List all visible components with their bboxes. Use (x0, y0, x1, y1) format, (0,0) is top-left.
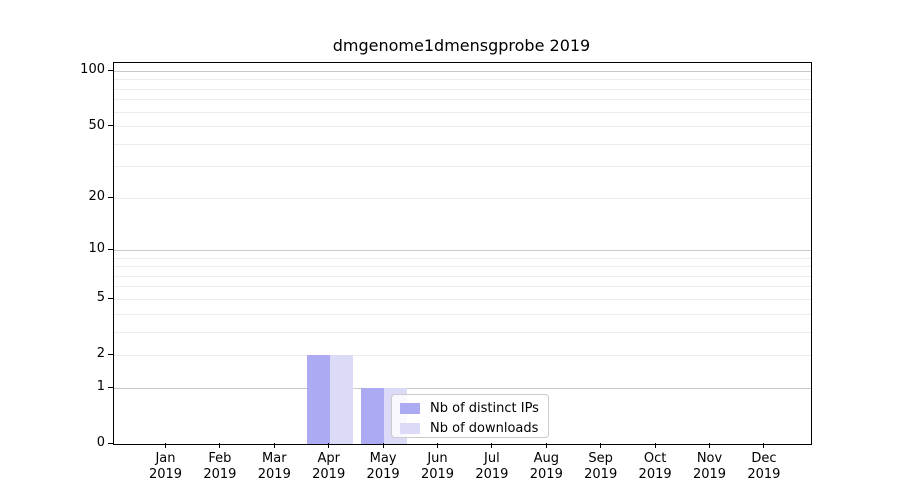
y-tick (108, 297, 113, 299)
x-tick-month: Feb (208, 451, 232, 466)
x-tick-label-nov: Nov 2019 (678, 451, 742, 483)
y-tick (108, 353, 113, 355)
gridline-major (114, 249, 811, 251)
y-tick (108, 196, 113, 198)
gridline-minor (114, 166, 811, 168)
y-tick (108, 69, 113, 71)
gridline-minor (114, 111, 811, 113)
gridline-minor (114, 331, 811, 333)
plot-area: Nb of distinct IPs Nb of downloads (113, 62, 812, 445)
legend-label: Nb of downloads (430, 421, 539, 436)
x-tick-year: 2019 (148, 467, 183, 482)
x-tick (545, 443, 547, 448)
legend-swatch (400, 403, 420, 414)
y-tick-label: 2 (96, 346, 105, 362)
gridline-major (114, 387, 811, 389)
gridline-minor (114, 286, 811, 288)
x-tick-label-sep: Sep 2019 (569, 451, 633, 483)
gridline-minor (114, 88, 811, 90)
x-tick-label-dec: Dec 2019 (732, 451, 796, 483)
x-tick-label-apr: Apr 2019 (297, 451, 361, 483)
x-tick-month: Jun (427, 451, 448, 466)
x-tick (437, 443, 438, 448)
x-tick-month: Oct (643, 451, 667, 466)
y-tick-label: 50 (88, 117, 105, 133)
gridline-minor (114, 126, 811, 128)
x-tick-year: 2019 (529, 467, 563, 482)
x-tick-year: 2019 (475, 467, 509, 482)
x-tick (491, 443, 493, 448)
bar-nb-of-distinct-ips-apr (306, 355, 330, 444)
x-tick (165, 443, 166, 448)
x-tick-year: 2019 (692, 467, 727, 482)
x-tick (709, 443, 710, 448)
x-tick (600, 443, 602, 448)
x-tick (654, 443, 656, 448)
x-tick-year: 2019 (257, 467, 291, 482)
x-tick-year: 2019 (366, 467, 400, 482)
chart-title: dmgenome1dmensgprobe 2019 (332, 36, 591, 55)
gridline-minor (114, 275, 811, 277)
x-tick-year: 2019 (584, 467, 618, 482)
legend-swatch (400, 423, 420, 434)
y-tick (108, 442, 113, 444)
x-tick-month: Aug (533, 451, 559, 466)
y-tick-label: 10 (88, 241, 105, 257)
x-tick-label-jun: Jun 2019 (406, 451, 470, 483)
x-tick-month: Mar (262, 451, 287, 466)
x-tick-month: Nov (696, 451, 723, 466)
gridline-minor (114, 257, 811, 259)
x-tick-month: Sep (588, 451, 613, 466)
gridline-minor (114, 266, 811, 268)
x-tick-label-jan: Jan 2019 (134, 451, 198, 483)
x-tick-year: 2019 (747, 467, 781, 482)
x-tick-month: Apr (317, 451, 340, 466)
y-tick-label: 1 (96, 379, 105, 395)
bar-nb-of-distinct-ips-may (361, 388, 385, 444)
legend-item-nb-of-downloads: Nb of downloads (400, 420, 540, 437)
x-tick (219, 443, 221, 448)
gridline-minor (114, 354, 811, 356)
x-tick-label-may: May 2019 (351, 451, 415, 483)
x-tick-month: Dec (751, 451, 777, 466)
x-tick-label-aug: Aug 2019 (514, 451, 578, 483)
x-tick-year: 2019 (203, 467, 237, 482)
y-tick (108, 386, 113, 388)
x-tick-month: Jul (484, 451, 500, 466)
legend-item-nb-of-distinct-ips: Nb of distinct IPs (400, 400, 540, 417)
x-tick-label-mar: Mar 2019 (242, 451, 306, 483)
x-tick (763, 443, 765, 448)
x-tick-label-jul: Jul 2019 (460, 451, 524, 483)
x-tick-label-oct: Oct 2019 (623, 451, 687, 483)
gridline-minor (114, 197, 811, 199)
x-tick-year: 2019 (638, 467, 672, 482)
y-tick-label: 20 (88, 189, 105, 205)
x-tick (328, 443, 330, 448)
gridline-minor (114, 313, 811, 315)
gridline-minor (114, 143, 811, 145)
legend-label: Nb of distinct IPs (430, 401, 539, 416)
x-tick-month: Jan (155, 451, 176, 466)
x-tick-year: 2019 (312, 467, 346, 482)
gridline-major (114, 70, 811, 72)
x-tick-year: 2019 (420, 467, 455, 482)
y-tick-label: 5 (96, 290, 105, 306)
y-tick (108, 125, 113, 127)
x-tick (382, 443, 384, 448)
y-tick-label: 0 (96, 435, 105, 450)
y-tick-label: 100 (80, 62, 105, 78)
bar-nb-of-downloads-apr (329, 355, 353, 444)
x-tick (273, 443, 275, 448)
legend: Nb of distinct IPs Nb of downloads (391, 394, 549, 438)
x-tick-label-feb: Feb 2019 (188, 451, 252, 483)
gridline-minor (114, 79, 811, 81)
x-tick-month: May (369, 451, 397, 466)
gridline-minor (114, 298, 811, 300)
gridline-minor (114, 99, 811, 101)
y-tick (108, 248, 113, 250)
